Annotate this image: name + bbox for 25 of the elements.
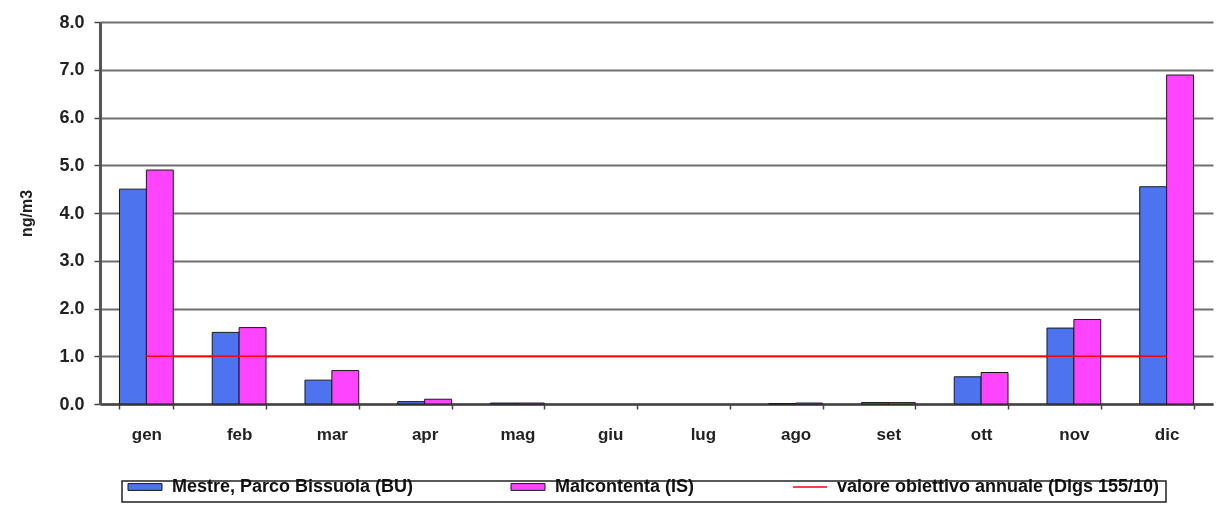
x-tick-label: lug [690,424,717,444]
x-tick-label: mar [316,424,349,444]
y-tick-label: 8.0 [59,11,85,32]
x-tick-label: nov [1059,424,1091,444]
x-tick-label: ago [781,424,812,444]
y-tick-label: 4.0 [59,202,85,223]
x-tick-label: ott [970,424,993,444]
y-axis-title: ng/m3 [18,189,36,238]
y-tick-label: 2.0 [59,298,85,318]
legend-label: Malcontenta (IS) [555,476,695,496]
y-tick-label: 3.0 [59,250,85,271]
x-tick-label: set [876,424,902,444]
y-tick-label: 0.0 [59,393,85,414]
x-tick-label: mag [500,424,536,444]
x-tick-label: dic [1154,424,1180,444]
legend-label: Mestre, Parco Bissuola (BU) [172,476,414,496]
x-tick-label: giu [597,424,624,444]
y-tick-label: 7.0 [59,59,85,80]
y-tick-label: 1.0 [59,345,85,366]
legend-label: valore obiettivo annuale (Dlgs 155/10) [837,476,1160,496]
x-tick-label: feb [226,424,253,444]
x-tick-label: gen [131,424,162,444]
y-tick-label: 5.0 [59,154,85,175]
x-tick-label: apr [411,424,439,444]
y-tick-label: 6.0 [59,107,85,127]
